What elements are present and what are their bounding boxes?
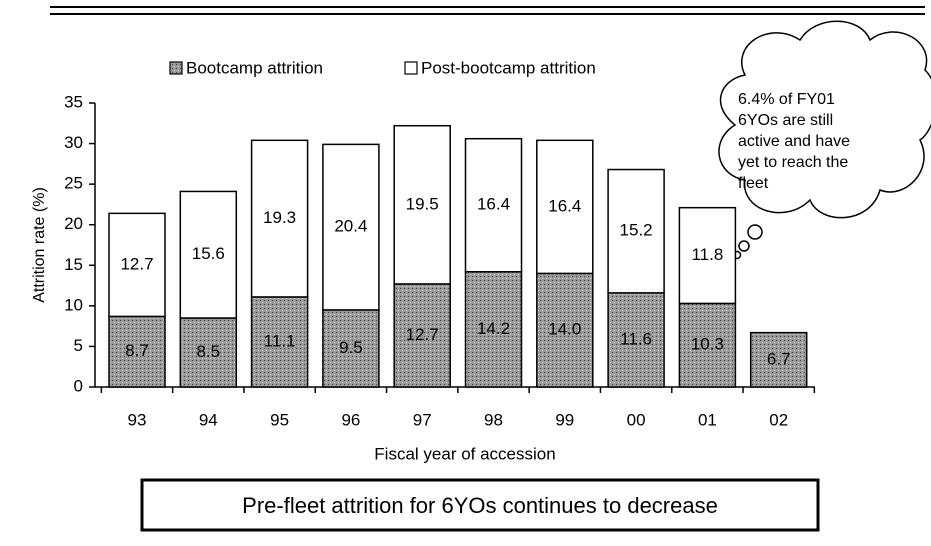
annotation-line: yet to reach the bbox=[738, 154, 848, 171]
x-tick-label: 98 bbox=[484, 410, 503, 429]
value-label: 19.3 bbox=[263, 208, 296, 227]
legend-label: Bootcamp attrition bbox=[186, 58, 323, 77]
y-tick-label: 20 bbox=[64, 214, 83, 233]
x-axis-label: Fiscal year of accession bbox=[374, 444, 555, 463]
value-label: 14.0 bbox=[548, 320, 581, 339]
bar-segment bbox=[607, 292, 665, 388]
footer-text: Pre-fleet attrition for 6YOs continues t… bbox=[242, 493, 718, 518]
x-tick-label: 01 bbox=[698, 410, 717, 429]
annotation-line: active and have bbox=[738, 133, 850, 150]
x-tick-label: 02 bbox=[769, 410, 788, 429]
bar-segment bbox=[464, 271, 523, 388]
bar-segment bbox=[322, 309, 380, 388]
value-label: 8.7 bbox=[125, 341, 149, 360]
bar-segment bbox=[607, 168, 665, 294]
legend-swatch bbox=[169, 61, 183, 75]
y-tick-label: 35 bbox=[64, 92, 83, 111]
annotation-line: 6.4% of FY01 bbox=[738, 91, 835, 108]
legend-label: Post-bootcamp attrition bbox=[421, 58, 596, 77]
x-tick-label: 95 bbox=[270, 410, 289, 429]
bar-segment bbox=[536, 139, 594, 275]
bar-segment bbox=[678, 206, 737, 305]
bar-segment bbox=[108, 212, 166, 318]
x-tick-label: 99 bbox=[555, 410, 574, 429]
value-label: 19.5 bbox=[406, 194, 439, 213]
y-tick-label: 5 bbox=[74, 336, 83, 355]
bar-segment bbox=[464, 137, 523, 273]
value-label: 12.7 bbox=[406, 325, 439, 344]
footer-box bbox=[140, 478, 820, 532]
y-tick-label: 25 bbox=[64, 174, 83, 193]
bar-segment bbox=[322, 143, 380, 311]
value-label: 8.5 bbox=[196, 342, 220, 361]
y-tick-label: 15 bbox=[64, 255, 83, 274]
value-label: 12.7 bbox=[120, 254, 153, 273]
value-label: 6.7 bbox=[767, 349, 791, 368]
x-tick-label: 97 bbox=[413, 410, 432, 429]
bar-segment bbox=[678, 302, 737, 388]
value-label: 14.2 bbox=[477, 319, 510, 338]
annotation-line: 6YOs are still bbox=[738, 112, 833, 129]
bar-segment bbox=[393, 283, 451, 388]
x-tick-label: 94 bbox=[199, 410, 218, 429]
value-label: 16.4 bbox=[548, 196, 581, 215]
annotation-line: fleet bbox=[738, 175, 769, 192]
bar-segment bbox=[749, 331, 808, 388]
bar-segment bbox=[108, 315, 166, 388]
x-tick-label: 96 bbox=[341, 410, 360, 429]
y-tick-label: 0 bbox=[74, 376, 83, 395]
value-label: 11.1 bbox=[264, 331, 296, 350]
y-tick-label: 30 bbox=[64, 133, 83, 152]
bar-segment bbox=[179, 317, 238, 388]
bar-segment bbox=[179, 190, 238, 319]
value-label: 15.2 bbox=[620, 221, 653, 240]
value-label: 11.8 bbox=[691, 245, 723, 264]
value-label: 10.3 bbox=[691, 335, 724, 354]
value-label: 15.6 bbox=[192, 244, 225, 263]
x-tick-label: 00 bbox=[627, 410, 646, 429]
y-axis-label: Attrition rate (%) bbox=[31, 187, 48, 303]
value-label: 9.5 bbox=[339, 338, 363, 357]
legend-swatch bbox=[404, 61, 418, 75]
bar-segment bbox=[250, 139, 309, 298]
value-label: 20.4 bbox=[334, 217, 367, 236]
x-tick-label: 93 bbox=[128, 410, 147, 429]
y-tick-label: 10 bbox=[64, 295, 83, 314]
bar-segment bbox=[393, 124, 451, 285]
value-label: 11.6 bbox=[620, 329, 652, 348]
value-label: 16.4 bbox=[477, 195, 510, 214]
